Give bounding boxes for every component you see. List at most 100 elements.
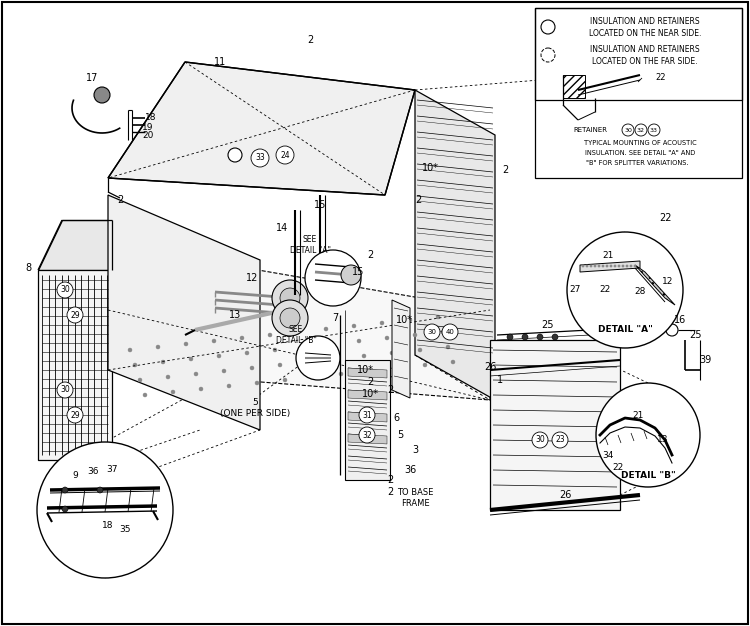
Circle shape [217, 354, 221, 358]
Text: 26: 26 [559, 490, 572, 500]
Polygon shape [348, 412, 387, 422]
Text: RETAINER: RETAINER [573, 127, 607, 133]
Text: 37: 37 [106, 466, 118, 475]
Text: 36: 36 [87, 468, 99, 476]
Circle shape [541, 48, 555, 62]
Text: TO BASE
FRAME: TO BASE FRAME [397, 488, 433, 508]
Text: 2: 2 [387, 487, 393, 497]
Text: 17: 17 [86, 73, 98, 83]
Text: 32: 32 [637, 128, 645, 133]
Polygon shape [38, 220, 112, 270]
Text: 13: 13 [229, 310, 242, 320]
Circle shape [171, 390, 175, 394]
Circle shape [541, 20, 555, 34]
Polygon shape [490, 340, 620, 510]
Text: 1: 1 [497, 375, 503, 385]
Circle shape [212, 339, 216, 343]
Text: TYPICAL MOUNTING OF ACOUSTIC: TYPICAL MOUNTING OF ACOUSTIC [584, 140, 696, 146]
Text: 2: 2 [367, 377, 374, 387]
Circle shape [610, 265, 612, 267]
Text: 7: 7 [332, 313, 338, 323]
Circle shape [57, 382, 73, 398]
Circle shape [380, 321, 384, 325]
Text: 27: 27 [569, 285, 580, 294]
Text: 15: 15 [314, 200, 326, 210]
Circle shape [552, 334, 558, 340]
Circle shape [352, 324, 356, 328]
Text: SEE
DETAIL "A": SEE DETAIL "A" [290, 235, 331, 255]
Circle shape [341, 265, 361, 285]
Circle shape [62, 487, 68, 493]
Polygon shape [108, 195, 260, 430]
Text: 3: 3 [412, 445, 418, 455]
Circle shape [630, 265, 632, 267]
Text: 26: 26 [484, 362, 496, 372]
Circle shape [273, 348, 277, 352]
Bar [535, 8, 742, 100]
Circle shape [67, 307, 83, 323]
Text: 18: 18 [146, 113, 157, 123]
Text: 30: 30 [624, 128, 632, 133]
Polygon shape [108, 62, 415, 195]
Text: 30: 30 [60, 285, 70, 294]
Circle shape [596, 383, 700, 487]
Circle shape [276, 146, 294, 164]
Text: 12: 12 [246, 273, 258, 283]
Circle shape [602, 265, 604, 267]
Text: 20: 20 [142, 130, 154, 140]
Circle shape [339, 372, 343, 376]
Circle shape [324, 327, 328, 331]
Text: 30: 30 [536, 436, 544, 444]
Circle shape [507, 334, 513, 340]
Circle shape [222, 369, 226, 373]
Circle shape [67, 407, 83, 423]
Circle shape [272, 300, 308, 336]
Circle shape [251, 149, 269, 167]
Circle shape [441, 330, 445, 334]
Circle shape [666, 324, 678, 336]
Circle shape [329, 342, 333, 346]
Polygon shape [348, 390, 387, 400]
Circle shape [138, 378, 142, 382]
Text: 32: 32 [362, 431, 372, 439]
Circle shape [598, 265, 600, 267]
Circle shape [301, 345, 305, 349]
Text: 14: 14 [276, 223, 288, 233]
Text: 24: 24 [280, 150, 290, 160]
Circle shape [255, 381, 259, 385]
Text: 18: 18 [102, 520, 114, 530]
Text: 6: 6 [393, 413, 399, 423]
Circle shape [522, 334, 528, 340]
Circle shape [184, 342, 188, 346]
Circle shape [390, 351, 394, 355]
Circle shape [634, 265, 636, 267]
Text: 22: 22 [599, 285, 610, 294]
Circle shape [622, 265, 624, 267]
Circle shape [194, 372, 198, 376]
Text: eReplacementParts.com: eReplacementParts.com [277, 327, 464, 342]
Text: 29: 29 [70, 411, 80, 419]
Polygon shape [392, 300, 410, 398]
Circle shape [227, 384, 231, 388]
Circle shape [586, 265, 588, 267]
Circle shape [128, 348, 132, 352]
Circle shape [133, 363, 137, 367]
Circle shape [143, 393, 147, 397]
Circle shape [359, 407, 375, 423]
Text: DETAIL "A": DETAIL "A" [598, 326, 652, 334]
Circle shape [268, 333, 272, 337]
Text: INSULATION AND RETAINERS: INSULATION AND RETAINERS [590, 46, 700, 54]
Text: 2: 2 [307, 35, 314, 45]
Text: 36: 36 [404, 465, 416, 475]
Circle shape [537, 334, 543, 340]
Text: 2: 2 [387, 475, 393, 485]
Text: LOCATED ON THE FAR SIDE.: LOCATED ON THE FAR SIDE. [592, 56, 698, 66]
Text: 21: 21 [632, 411, 644, 419]
Text: "B" FOR SPLITTER VARIATIONS.: "B" FOR SPLITTER VARIATIONS. [586, 160, 688, 166]
Circle shape [166, 375, 170, 379]
Text: 12: 12 [662, 277, 674, 287]
Circle shape [189, 357, 193, 361]
Text: 19: 19 [142, 123, 154, 131]
Circle shape [283, 378, 287, 382]
Polygon shape [415, 90, 495, 400]
